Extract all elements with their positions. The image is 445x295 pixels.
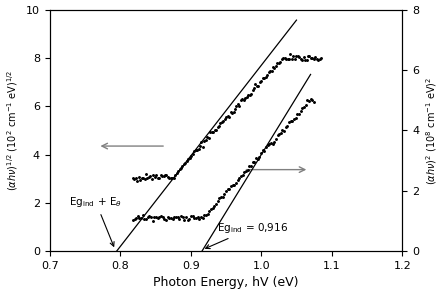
Y-axis label: $(\alpha h\nu)^{2}\ (10^8\ \mathrm{cm}^{-1}\ \mathrm{eV})^{2}$: $(\alpha h\nu)^{2}\ (10^8\ \mathrm{cm}^{… — [425, 76, 440, 184]
X-axis label: Photon Energy, hV (eV): Photon Energy, hV (eV) — [153, 276, 299, 289]
Y-axis label: $(\alpha h\nu)^{1/2}\ (10^2\ \mathrm{cm}^{-1}\ \mathrm{eV})^{1/2}$: $(\alpha h\nu)^{1/2}\ (10^2\ \mathrm{cm}… — [5, 70, 20, 191]
Text: Eg$_\mathregular{ind}$ + E$_\theta$: Eg$_\mathregular{ind}$ + E$_\theta$ — [69, 195, 122, 246]
Text: Eg$_\mathregular{ind}$ = 0,916: Eg$_\mathregular{ind}$ = 0,916 — [206, 221, 289, 249]
